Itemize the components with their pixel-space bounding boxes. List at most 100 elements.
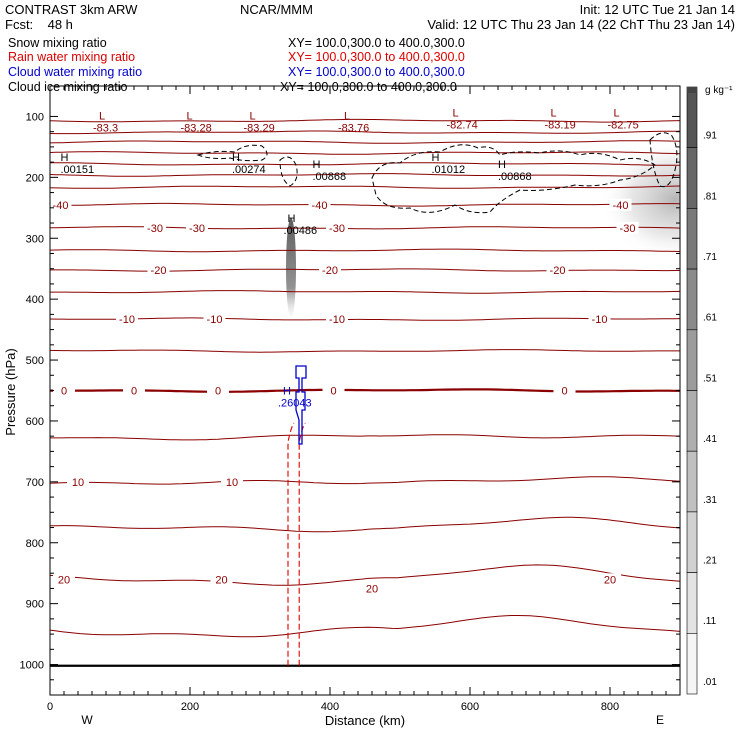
low-marker: L [187,110,193,122]
y-axis-label: Pressure (hPa) [3,348,18,435]
isotherm-label-bg [308,198,331,211]
low-value: -83.3 [93,122,118,134]
isotherm-label-bg [326,313,348,326]
isotherm-label-bg [186,221,208,234]
low-marker: L [614,107,620,119]
isotherm-label-bg [123,384,145,397]
isotherm-line [50,140,680,144]
field-xy-snow: XY= 100.0,300.0 to 400.0,300.0 [288,36,465,50]
isotherm-label-bg [609,198,632,211]
colorbar-segment [686,86,698,149]
isotherm-label-bg [147,263,170,276]
colorbar-segment [686,329,698,391]
isotherm-label: -40 [53,200,69,212]
isotherm-label-bg [116,313,138,326]
high-value: .01012 [432,164,466,176]
isotherm-label: -20 [322,265,338,277]
isotherm-line [50,516,680,533]
rain-layer [287,422,306,666]
cloud-water-layer [295,365,307,445]
isotherm-label: -10 [592,314,608,326]
field-name-rain: Rain water mixing ratio [8,50,135,64]
isotherm-label-bg [207,384,229,397]
isotherm-label-bg [319,263,341,276]
field-xy-cloudwater: XY= 100.0,300.0 to 400.0,300.0 [288,65,465,79]
isotherm-label: -30 [329,223,345,235]
colorbar-segment [686,208,698,270]
field-xy-rain: XY= 100.0,300.0 to 400.0,300.0 [288,50,465,64]
isotherm-label-bg [53,384,75,397]
colorbar-tick-label: .41 [703,434,717,445]
isotherm-line [50,268,680,272]
isotherm-label: -40 [312,200,328,212]
isotherm-label: 20 [604,574,616,586]
low-marker: L [453,107,459,119]
isotherm-label-bg [361,582,383,595]
y-tick-label: 600 [26,416,44,428]
y-tick-label: 1000 [20,660,44,672]
isotherm-label-bg [49,198,72,211]
isotherm-label: -10 [329,314,345,326]
low-value: -82.75 [608,119,639,131]
isotherm-label-bg [553,384,576,397]
colorbar-segment [686,268,698,331]
high-value: .00274 [232,164,266,176]
x-tick-label: 400 [321,701,339,713]
snow-high-value: .00486 [284,225,318,237]
rain-contour [287,422,295,666]
low-value: -83.76 [338,122,369,134]
y-tick-label: 200 [26,172,44,184]
x-tick-label: 200 [181,701,199,713]
cloud-ice-contour [196,144,268,162]
isotherm-line [50,248,680,253]
cloud-ice-contour [649,132,678,188]
cloudwater-high-marker: H [283,386,291,398]
header: CONTRAST 3km ARW NCAR/MMM Init: 12 UTC T… [5,2,735,94]
isotherm-label-bg [144,221,166,234]
colorbar-segment [686,147,698,209]
colorbar-cap [687,87,697,93]
y-tick-label: 100 [26,111,44,123]
low-marker: L [344,110,350,122]
cloud-ice-contour [279,156,298,187]
x-axis-label: Distance (km) [325,713,405,728]
colorbar-segment [686,511,698,573]
isotherm-label-bg [221,475,243,488]
low-value: -83.29 [244,122,275,134]
isotherm-label: -10 [207,314,223,326]
colorbar-segment [686,390,698,452]
isotherm-labels: -40 -40 -40-30 -30 -30 -30-20 -20 -20-10 -10 -10-… [49,198,639,595]
snow-column [286,218,296,318]
center-title: NCAR/MMM [240,2,313,17]
x-tick-label: 0 [47,701,53,713]
colorbar-segment [686,450,698,513]
isotherm-label: -30 [147,223,163,235]
cloudwater-high-value: .26043 [278,398,312,410]
colorbar-tick-label: .21 [703,555,717,566]
colorbar-tick-label: .01 [703,677,717,688]
field-name-ice: Cloud ice mixing ratio [8,80,128,94]
isotherm-label-bg [588,313,611,326]
isotherm-line [50,290,680,294]
isotherm-label-bg [546,263,569,276]
valid-time: Valid: 12 UTC Thu 23 Jan 14 (22 ChT Thu … [427,17,735,32]
isotherm-line [50,476,680,485]
isotherm-label-bg [203,313,226,326]
isotherm-label-bg [53,573,75,586]
isotherm-line [50,162,680,166]
colorbar-tick-label: .31 [703,495,717,506]
isotherm-label: 0 [561,386,567,398]
forecast-hour: Fcst: 48 h [5,17,73,32]
isotherm-label: 20 [58,574,70,586]
field-xy-ice: XY= 100.0,300.0 to 400.0,300.0 [280,80,457,94]
east-label: E [656,713,664,727]
west-label: W [81,713,93,727]
cloud-water-contour [295,365,307,445]
y-tick-label: 800 [26,538,44,550]
isotherm-line [50,118,680,123]
model-title: CONTRAST 3km ARW [5,2,138,17]
low-marker: L [99,110,105,122]
isotherm-label: 20 [366,583,378,595]
y-tick-label: 300 [26,233,44,245]
high-marker: H [232,152,240,164]
